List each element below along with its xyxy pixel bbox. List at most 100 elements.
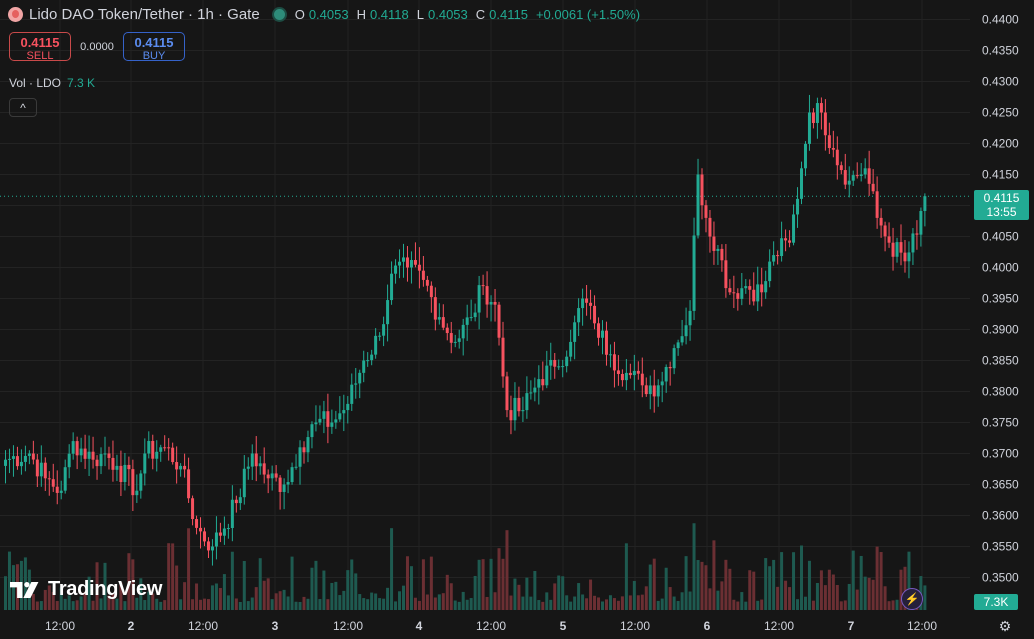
- volume-bar: [302, 596, 306, 610]
- candle-body: [461, 324, 465, 339]
- candle-body: [589, 302, 593, 306]
- volume-bar: [143, 600, 147, 610]
- volume-bar: [700, 561, 704, 610]
- symbol-title[interactable]: Lido DAO Token/Tether · 1h · Gate: [29, 6, 260, 23]
- candle-body: [533, 387, 537, 393]
- candle-body: [732, 292, 736, 294]
- candle-body: [823, 112, 827, 136]
- volume-bar: [370, 592, 374, 610]
- volume-bar: [593, 595, 597, 610]
- candle-body: [796, 198, 800, 215]
- tradingview-logo[interactable]: TradingView: [10, 578, 162, 601]
- volume-bar: [274, 593, 278, 610]
- candle-body: [489, 301, 493, 305]
- volume-bar: [242, 560, 246, 610]
- volume-bar: [457, 601, 461, 610]
- volume-bar: [409, 566, 413, 610]
- volume-bar: [334, 581, 338, 610]
- candle-body: [800, 168, 803, 199]
- volume-bar: [648, 564, 652, 610]
- candle-body: [509, 410, 513, 421]
- chart-header: Lido DAO Token/Tether · 1h · Gate O 0.405…: [8, 6, 644, 23]
- x-tick-label: 12:00: [45, 619, 75, 633]
- volume-legend[interactable]: Vol · LDO 7.3 K: [9, 76, 95, 90]
- candle-body: [505, 376, 509, 411]
- candle-body: [831, 148, 835, 150]
- volume-bar: [55, 601, 59, 610]
- volume-bar: [234, 598, 238, 610]
- candle-body: [612, 354, 616, 371]
- candle-body: [318, 418, 322, 423]
- candle-body: [278, 477, 282, 492]
- volume-bar: [835, 584, 839, 610]
- volume-bar: [429, 556, 433, 610]
- candle-body: [545, 365, 549, 386]
- volume-bar: [155, 598, 159, 610]
- last-price: 0.4115: [983, 191, 1020, 205]
- volume-bar: [577, 583, 581, 610]
- volume-bar: [879, 552, 883, 610]
- market-status-icon[interactable]: [271, 7, 287, 22]
- candle-body: [262, 463, 266, 475]
- candle-body: [859, 174, 863, 176]
- candle-body: [644, 385, 648, 395]
- candle-body: [597, 323, 601, 338]
- buy-button[interactable]: 0.4115 BUY: [123, 32, 185, 62]
- candle-body: [577, 308, 581, 323]
- volume-bar: [195, 583, 199, 610]
- candle-body: [688, 310, 692, 326]
- candle-body: [792, 214, 796, 243]
- candle-body: [784, 238, 788, 241]
- y-tick-label: 0.3700: [982, 447, 1019, 461]
- candle-body: [537, 379, 541, 388]
- candle-body: [35, 459, 39, 477]
- candle-body: [883, 225, 887, 237]
- candle-body: [716, 248, 720, 251]
- candle-body: [811, 112, 815, 123]
- candle-body: [875, 191, 879, 218]
- candle-body: [382, 324, 386, 336]
- candle-body: [195, 519, 199, 528]
- volume-bar: [83, 591, 87, 610]
- candle-body: [441, 317, 445, 328]
- lightning-icon[interactable]: ⚡: [901, 588, 923, 610]
- low-value: 0.4053: [428, 7, 468, 22]
- candle-body: [390, 273, 394, 301]
- candle-body: [604, 330, 608, 355]
- candle-body: [843, 170, 847, 185]
- volume-bar: [887, 601, 891, 610]
- volume-bar: [350, 559, 354, 610]
- volume-bar: [553, 583, 557, 610]
- candle-body: [923, 196, 927, 212]
- sell-label: SELL: [26, 50, 54, 62]
- candle-body: [652, 385, 656, 397]
- volume-bar: [672, 596, 676, 610]
- sell-button[interactable]: 0.4115 SELL: [9, 32, 71, 62]
- candle-body: [632, 370, 636, 376]
- candle-body: [449, 333, 453, 343]
- volume-bars: [4, 523, 927, 610]
- volume-bar: [851, 550, 855, 610]
- volume-bar: [509, 595, 513, 610]
- volume-bar: [425, 594, 429, 610]
- candle-body: [700, 174, 704, 206]
- gear-icon[interactable]: ⚙: [998, 618, 1012, 634]
- volume-bar: [286, 596, 290, 610]
- collapse-legend-button[interactable]: ^: [9, 98, 37, 117]
- candle-body: [421, 270, 425, 280]
- volume-bar: [533, 570, 537, 610]
- candle-body: [744, 286, 748, 289]
- candle-body: [839, 165, 843, 171]
- volume-bar: [716, 590, 720, 610]
- volume-bar: [131, 559, 135, 610]
- candle-body: [91, 451, 95, 460]
- candle-body: [115, 465, 119, 470]
- volume-bar: [644, 586, 648, 610]
- volume-bar: [417, 600, 421, 610]
- candle-body: [302, 447, 306, 453]
- candle-body: [123, 464, 127, 483]
- volume-bar: [597, 597, 601, 610]
- candle-body: [851, 175, 855, 181]
- candle-body: [561, 366, 565, 368]
